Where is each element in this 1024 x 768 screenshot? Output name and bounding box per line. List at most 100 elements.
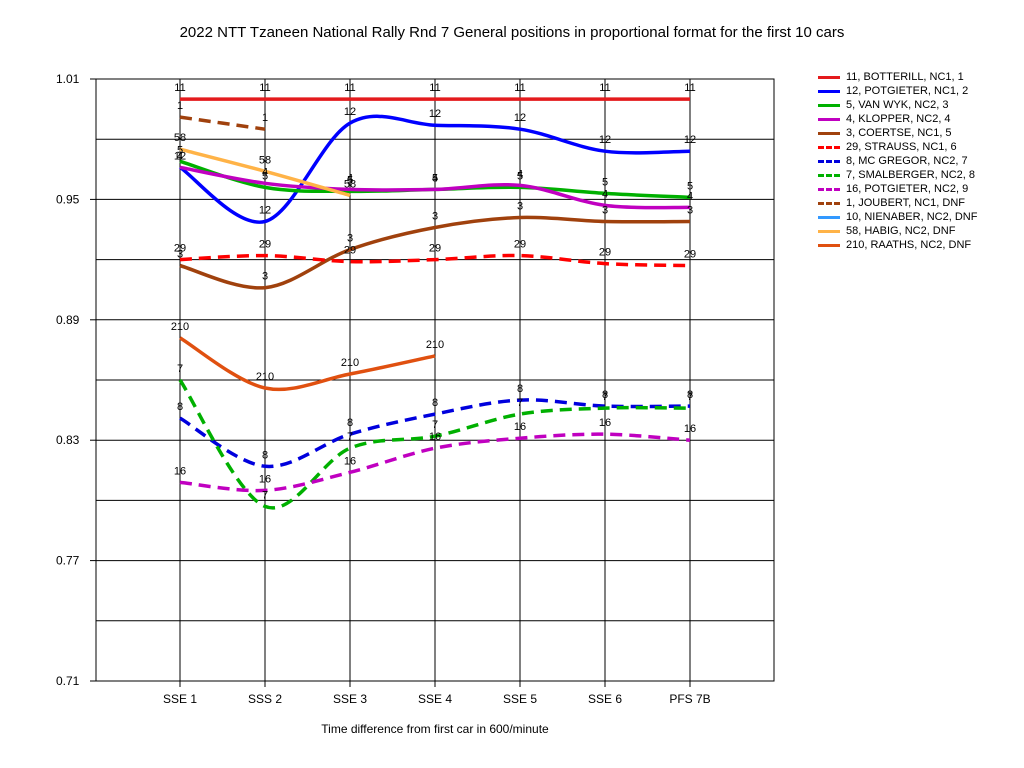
series-line-8 bbox=[179, 398, 691, 469]
legend-item: 16, POTGIETER, NC2, 9 bbox=[818, 182, 977, 196]
data-label-7: 7 bbox=[347, 431, 353, 443]
data-label-4: 4 bbox=[177, 150, 183, 162]
legend-swatch bbox=[818, 117, 840, 121]
data-label-5: 5 bbox=[432, 172, 438, 184]
legend-item: 5, VAN WYK, NC2, 3 bbox=[818, 98, 977, 112]
y-tick-label: 1.01 bbox=[56, 72, 80, 86]
data-label-29: 29 bbox=[599, 247, 611, 259]
data-label-4: 4 bbox=[432, 172, 438, 184]
data-label-58: 58 bbox=[174, 132, 186, 144]
data-label-5: 5 bbox=[347, 174, 353, 186]
y-tick-label: 0.71 bbox=[56, 674, 80, 688]
legend-swatch bbox=[818, 75, 840, 79]
y-tick-label: 0.83 bbox=[56, 433, 80, 447]
legend-label: 8, MC GREGOR, NC2, 7 bbox=[846, 155, 968, 167]
legend-swatch bbox=[818, 159, 840, 163]
data-label-3: 3 bbox=[432, 210, 438, 222]
x-axis-label: Time difference from first car in 600/mi… bbox=[321, 722, 549, 736]
x-tick-label: SSE 3 bbox=[333, 692, 367, 706]
data-label-12: 12 bbox=[429, 108, 441, 120]
x-tick-label: PFS 7B bbox=[669, 692, 710, 706]
legend-label: 3, COERTSE, NC1, 5 bbox=[846, 127, 952, 139]
data-label-210: 210 bbox=[341, 357, 359, 369]
data-label-11: 11 bbox=[599, 82, 610, 94]
legend-swatch bbox=[818, 243, 840, 247]
series-line-29 bbox=[179, 253, 691, 268]
legend-item: 8, MC GREGOR, NC2, 7 bbox=[818, 154, 977, 168]
legend-swatch bbox=[818, 187, 840, 191]
legend-item: 1, JOUBERT, NC1, DNF bbox=[818, 196, 977, 210]
data-label-12: 12 bbox=[174, 150, 186, 162]
series-layer bbox=[178, 97, 691, 510]
data-label-4: 4 bbox=[347, 172, 353, 184]
data-label-4: 4 bbox=[517, 168, 523, 180]
data-label-16: 16 bbox=[344, 455, 356, 467]
data-label-29: 29 bbox=[429, 243, 441, 255]
legend-swatch bbox=[818, 173, 840, 177]
data-label-5: 5 bbox=[177, 144, 183, 156]
data-label-8: 8 bbox=[347, 417, 353, 429]
legend-label: 16, POTGIETER, NC2, 9 bbox=[846, 183, 969, 195]
data-label-12: 12 bbox=[684, 134, 696, 146]
series-line-16 bbox=[179, 432, 691, 493]
data-label-12: 12 bbox=[599, 134, 611, 146]
legend-label: 12, POTGIETER, NC1, 2 bbox=[846, 85, 969, 97]
x-tick-label: SSE 4 bbox=[418, 692, 452, 706]
data-label-16: 16 bbox=[259, 473, 271, 485]
data-label-11: 11 bbox=[344, 82, 355, 94]
legend-label: 10, NIENABER, NC2, DNF bbox=[846, 211, 978, 223]
data-label-3: 3 bbox=[687, 204, 693, 216]
legend-item: 4, KLOPPER, NC2, 4 bbox=[818, 112, 977, 126]
y-tick-label: 0.95 bbox=[56, 192, 80, 206]
data-label-29: 29 bbox=[259, 239, 271, 251]
axis-layer: 1.01 0.95 0.89 0.83 0.77 0.71 SSE 1 SSS 2 SSE 3 S… bbox=[56, 72, 711, 706]
legend-item: 10, NIENABER, NC2, DNF bbox=[818, 210, 977, 224]
legend-label: 58, HABIG, NC2, DNF bbox=[846, 225, 956, 237]
data-label-8: 8 bbox=[432, 397, 438, 409]
legend-label: 5, VAN WYK, NC2, 3 bbox=[846, 99, 949, 111]
data-label-210: 210 bbox=[171, 321, 189, 333]
data-label-3: 3 bbox=[262, 271, 268, 283]
legend-item: 29, STRAUSS, NC1, 6 bbox=[818, 140, 977, 154]
data-label-7: 7 bbox=[687, 391, 693, 403]
data-label-7: 7 bbox=[432, 419, 438, 431]
data-label-8: 8 bbox=[517, 383, 523, 395]
data-label-8: 8 bbox=[177, 401, 183, 413]
data-label-8: 8 bbox=[687, 389, 693, 401]
data-label-5: 5 bbox=[262, 170, 268, 182]
data-label-4: 4 bbox=[602, 188, 608, 200]
series-line-210 bbox=[179, 336, 436, 392]
x-tick-label: SSE 1 bbox=[163, 692, 197, 706]
data-label-5: 5 bbox=[687, 180, 693, 192]
x-tick-label: SSS 2 bbox=[248, 692, 282, 706]
data-label-12: 12 bbox=[344, 106, 356, 118]
data-label-11: 11 bbox=[514, 82, 525, 94]
legend-label: 11, BOTTERILL, NC1, 1 bbox=[846, 71, 964, 83]
data-label-58: 58 bbox=[259, 154, 271, 166]
series-line-4 bbox=[179, 165, 691, 210]
legend-swatch bbox=[818, 229, 840, 233]
legend-label: 4, KLOPPER, NC2, 4 bbox=[846, 113, 951, 125]
data-label-11: 11 bbox=[684, 82, 695, 94]
chart-legend: 11, BOTTERILL, NC1, 1 12, POTGIETER, NC1,… bbox=[818, 70, 977, 252]
legend-item: 12, POTGIETER, NC1, 2 bbox=[818, 84, 977, 98]
data-label-11: 11 bbox=[174, 82, 185, 94]
legend-swatch bbox=[818, 215, 840, 219]
legend-label: 1, JOUBERT, NC1, DNF bbox=[846, 197, 965, 209]
data-label-29: 29 bbox=[344, 245, 356, 257]
chart-title: 2022 NTT Tzaneen National Rally Rnd 7 Ge… bbox=[179, 24, 845, 41]
data-label-3: 3 bbox=[602, 204, 608, 216]
data-label-4: 4 bbox=[262, 166, 268, 178]
data-label-11: 11 bbox=[429, 82, 440, 94]
x-tick-label: SSE 6 bbox=[588, 692, 622, 706]
data-label-12: 12 bbox=[514, 112, 526, 124]
data-label-4: 4 bbox=[687, 190, 693, 202]
legend-swatch bbox=[818, 131, 840, 135]
data-label-11: 11 bbox=[259, 82, 270, 94]
data-label-16: 16 bbox=[599, 417, 611, 429]
data-label-7: 7 bbox=[602, 391, 608, 403]
data-label-5: 5 bbox=[517, 170, 523, 182]
data-label-7: 7 bbox=[262, 489, 268, 501]
legend-item: 11, BOTTERILL, NC1, 1 bbox=[818, 70, 977, 84]
